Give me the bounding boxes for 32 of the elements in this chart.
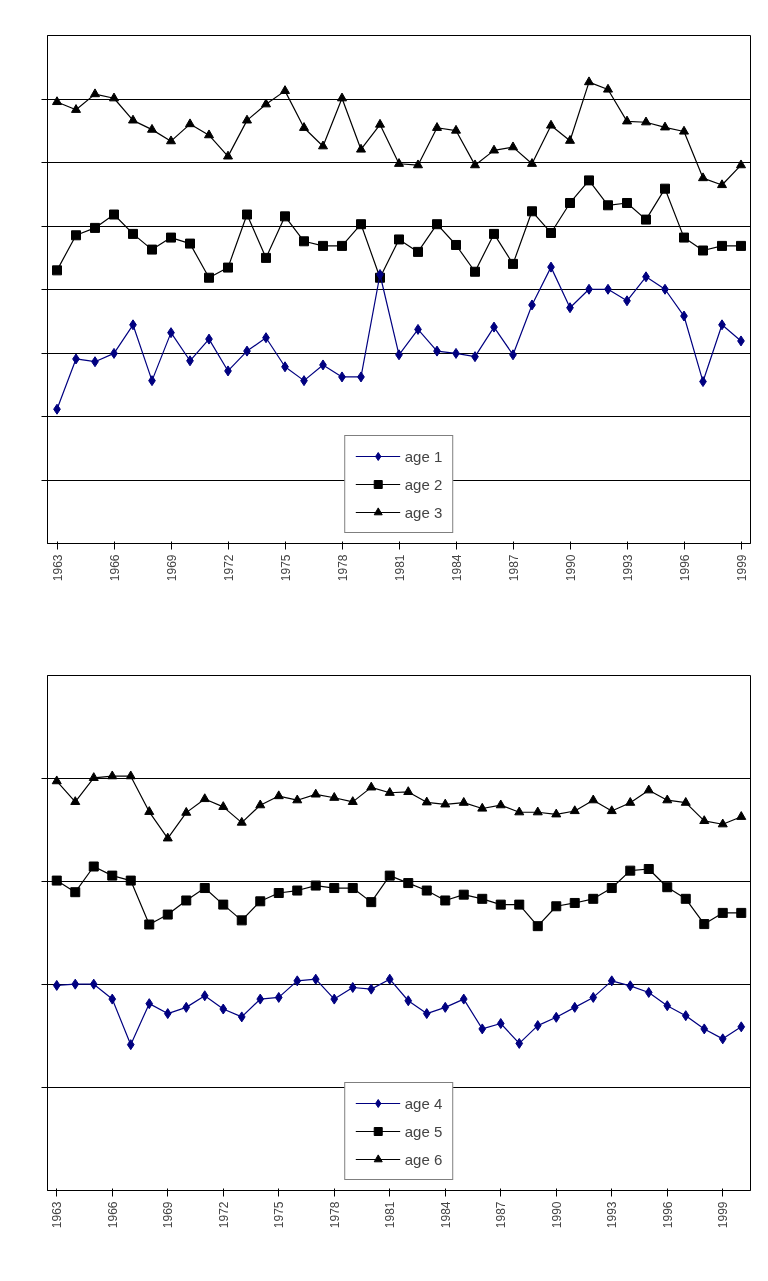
x-tick-label: 1984: [438, 1201, 453, 1229]
x-tick-label: 1975: [272, 1201, 287, 1229]
x-tick-label: 1978: [335, 554, 350, 582]
x-tick-label: 1969: [161, 1201, 176, 1229]
x-tick-label: 1993: [620, 554, 635, 582]
x-tick-label: 1984: [449, 554, 464, 582]
x-tick-label: 1978: [327, 1201, 342, 1229]
x-tick-label: 1996: [677, 554, 692, 582]
x-tick-label: 1987: [494, 1201, 509, 1229]
x-tick-label: 1963: [50, 554, 65, 582]
x-tick-label: 1966: [107, 554, 122, 582]
x-tick-label: 1981: [392, 554, 407, 582]
legend-label: age 1: [404, 447, 443, 465]
legend-label: age 6: [404, 1150, 443, 1168]
x-tick-label: 1990: [549, 1201, 564, 1229]
x-tick-label: 1999: [716, 1201, 731, 1229]
x-tick-label: 1969: [164, 554, 179, 582]
legend-label: age 5: [404, 1122, 443, 1140]
x-tick-label: 1963: [50, 1201, 65, 1229]
x-tick-label: 1966: [105, 1201, 120, 1229]
x-tick-label: 1972: [221, 554, 236, 582]
legend-label: age 2: [404, 475, 443, 493]
x-tick-label: 1990: [563, 554, 578, 582]
x-tick-label: 1987: [506, 554, 521, 582]
x-tick-label: 1975: [278, 554, 293, 582]
legend-label: age 3: [404, 503, 443, 521]
x-tick-label: 1996: [660, 1201, 675, 1229]
x-tick-label: 1981: [383, 1201, 398, 1229]
x-tick-label: 1999: [734, 554, 749, 582]
x-tick-label: 1972: [216, 1201, 231, 1229]
legend-label: age 4: [404, 1094, 443, 1112]
x-tick-label: 1993: [605, 1201, 620, 1229]
